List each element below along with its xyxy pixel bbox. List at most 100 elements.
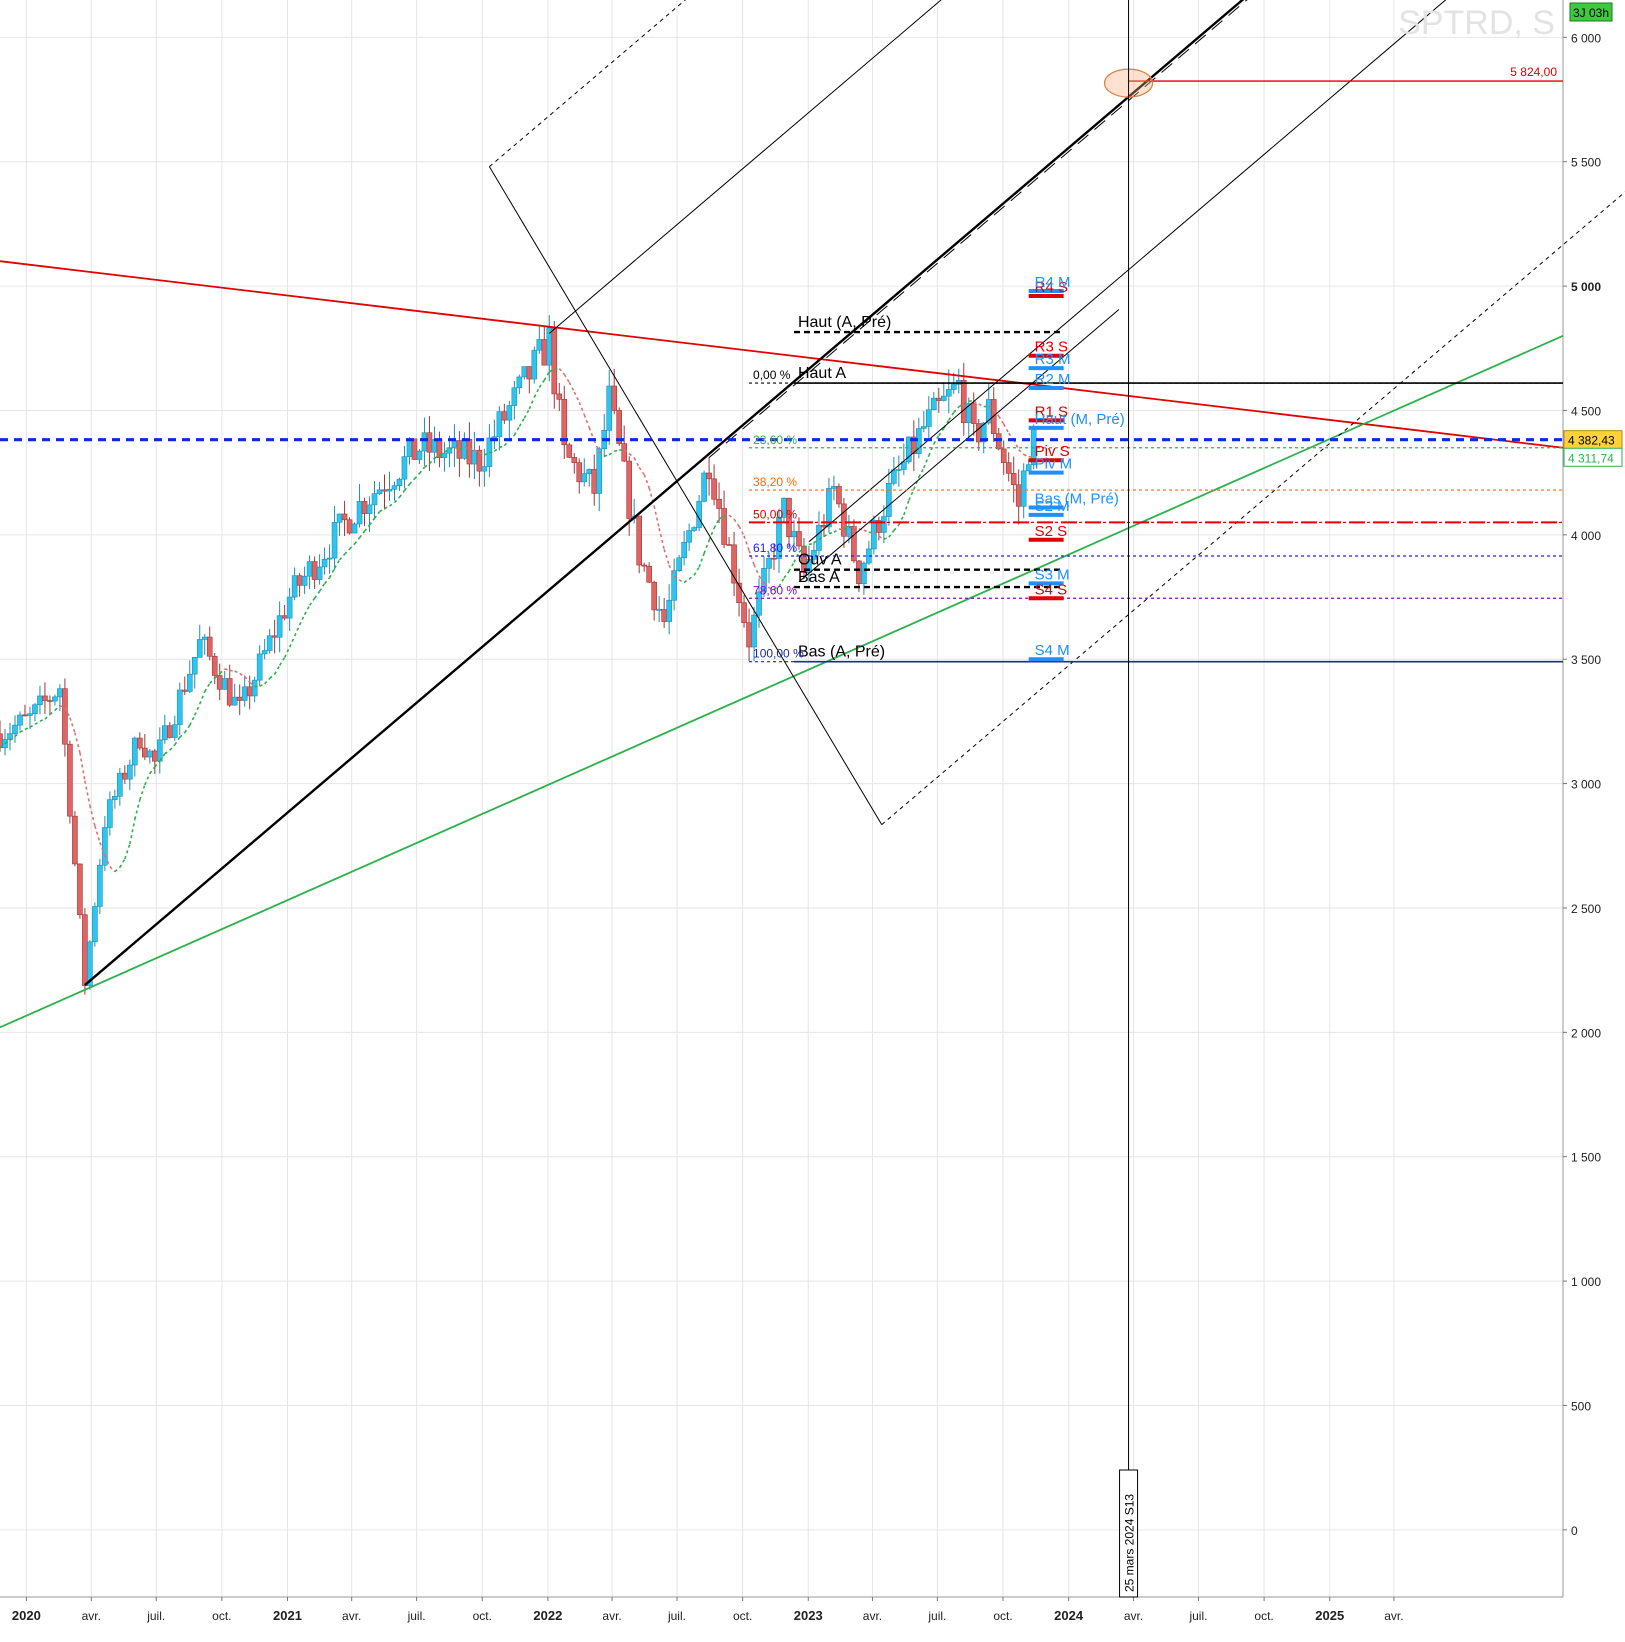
candle-body xyxy=(192,657,197,674)
candle-body xyxy=(572,457,577,462)
candle-body xyxy=(42,696,47,701)
candle-body xyxy=(612,386,617,410)
candle-body xyxy=(512,388,517,406)
x-tick-label: juil. xyxy=(1188,1609,1207,1623)
candle-body xyxy=(552,328,557,394)
candle-body xyxy=(492,437,497,438)
candle-body xyxy=(247,687,252,696)
candle-body xyxy=(302,576,307,585)
candle-body xyxy=(237,697,242,700)
candle-body xyxy=(377,490,382,494)
candle-body xyxy=(127,765,132,779)
candle-body xyxy=(187,674,192,691)
level-label-haut-a-pre: Haut (A, Pré) xyxy=(798,314,891,331)
candle-body xyxy=(971,404,976,424)
candle-body xyxy=(702,473,707,501)
x-tick-label: oct. xyxy=(212,1609,231,1623)
fib-label: 23,60 % xyxy=(753,433,797,447)
y-tick-label: 6 000 xyxy=(1571,31,1601,45)
candle-body xyxy=(1026,465,1031,471)
candle-body xyxy=(62,689,67,745)
candle-body xyxy=(132,738,137,765)
candle-body xyxy=(767,558,772,568)
candle-body xyxy=(502,412,507,420)
x-tick-label: juil. xyxy=(667,1609,686,1623)
candle-body xyxy=(1016,485,1021,507)
candle-body xyxy=(747,623,752,647)
candle-body xyxy=(752,615,757,647)
candle-body xyxy=(277,616,282,638)
candle-body xyxy=(37,696,42,705)
candle-body xyxy=(12,725,17,733)
candle-body xyxy=(407,439,412,457)
y-tick-label: 4 500 xyxy=(1571,404,1601,418)
pivot-label: R4 M xyxy=(1035,274,1071,291)
candle-body xyxy=(772,558,777,559)
candle-body xyxy=(881,517,886,533)
candle-body xyxy=(921,427,926,429)
target-label: 5 824,00 xyxy=(1510,65,1557,79)
x-tick-label: avr. xyxy=(863,1609,882,1623)
pivot-label: Piv M xyxy=(1035,456,1073,473)
x-tick-label: 2024 xyxy=(1054,1608,1084,1623)
candle-body xyxy=(871,520,876,548)
candle-body xyxy=(896,469,901,470)
candle-body xyxy=(831,486,836,488)
candle-body xyxy=(142,748,147,757)
candle-body xyxy=(57,689,62,697)
candle-body xyxy=(172,725,177,738)
level-label-ouv-a: Ouv A xyxy=(798,552,842,569)
candle-body xyxy=(412,439,417,460)
pivot-label: S4 M xyxy=(1035,642,1070,659)
x-tick-label: 2023 xyxy=(794,1608,823,1623)
candle-body xyxy=(347,520,352,533)
candle-body xyxy=(457,441,462,459)
candle-body xyxy=(432,440,437,453)
candle-body xyxy=(637,516,642,565)
price-tag-label: 4 382,43 xyxy=(1568,434,1615,448)
candle-body xyxy=(1006,463,1011,474)
pivot-label: S2 S xyxy=(1035,523,1068,540)
candle-body xyxy=(322,559,327,567)
y-tick-label: 3 500 xyxy=(1571,653,1601,667)
candle-body xyxy=(677,558,682,571)
candle-body xyxy=(727,544,732,545)
candle-body xyxy=(986,399,991,423)
pivot-label: Haut (M, Pré) xyxy=(1035,411,1125,428)
candle-body xyxy=(961,380,966,422)
candle-body xyxy=(362,501,367,513)
candle-body xyxy=(682,542,687,558)
timer-badge: 3J 03h xyxy=(1570,3,1612,21)
candle-body xyxy=(372,494,377,505)
candle-body xyxy=(712,479,717,499)
candle-body xyxy=(722,508,727,544)
candle-body xyxy=(1001,449,1006,463)
candle-body xyxy=(327,558,332,559)
candle-body xyxy=(272,636,277,637)
candle-body xyxy=(352,524,357,533)
candle-body xyxy=(657,609,662,610)
candle-body xyxy=(97,865,102,906)
candle-body xyxy=(197,639,202,657)
candle-body xyxy=(342,514,347,520)
candle-body xyxy=(627,461,632,518)
y-tick-label: 5 000 xyxy=(1571,280,1601,294)
pivot-label: R2 M xyxy=(1035,371,1071,388)
candle-body xyxy=(382,490,387,491)
level-label-bas-a-pre: Bas (A, Pré) xyxy=(798,644,885,661)
fib-label: 50,00 % xyxy=(753,507,797,521)
candle-body xyxy=(821,525,826,527)
candle-body xyxy=(357,501,362,524)
candle-body xyxy=(667,600,672,621)
x-tick-label: juil. xyxy=(146,1609,165,1623)
candle-body xyxy=(292,576,297,597)
candle-body xyxy=(826,488,831,527)
candle-body xyxy=(242,687,247,701)
y-tick-label: 0 xyxy=(1571,1524,1578,1538)
candle-body xyxy=(1021,471,1026,506)
candle-body xyxy=(936,398,941,400)
candle-body xyxy=(167,726,172,738)
candle-body xyxy=(287,597,292,618)
